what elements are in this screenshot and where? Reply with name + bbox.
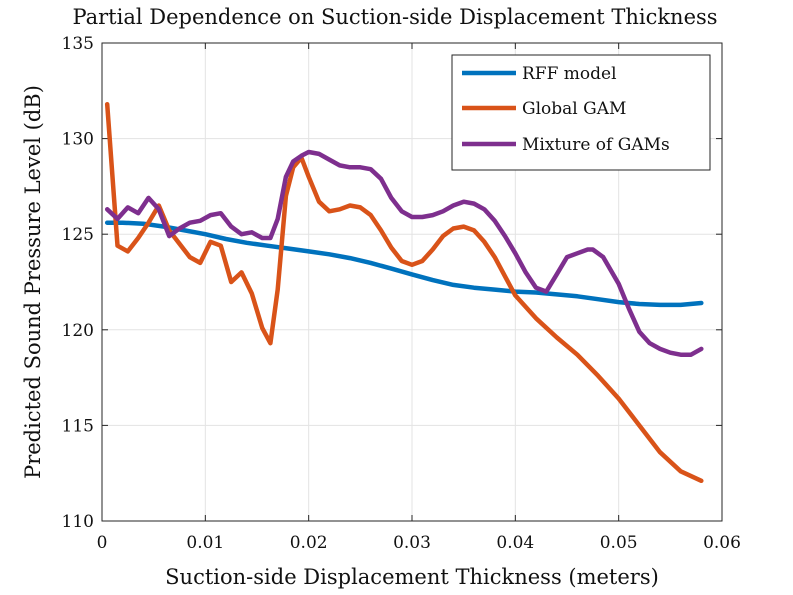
legend: RFF model Global GAM Mixture of GAMs — [451, 54, 711, 171]
y-tick-label: 125 — [62, 225, 94, 245]
y-tick-label: 115 — [62, 416, 94, 436]
y-tick-label: 120 — [62, 321, 94, 341]
x-tick-label: 0 — [97, 533, 108, 553]
legend-label-global-gam: Global GAM — [522, 99, 626, 119]
y-tick-label: 130 — [62, 130, 94, 150]
legend-label-mixture-of-gams: Mixture of GAMs — [522, 135, 670, 155]
x-tick-label: 0.04 — [496, 533, 534, 553]
x-tick-label: 0.01 — [186, 533, 224, 553]
legend-label-rff-model: RFF model — [522, 64, 617, 84]
x-axis-label: Suction-side Displacement Thickness (met… — [165, 565, 659, 589]
series-line-mixture-of-gams — [104, 149, 704, 357]
x-tick-label: 0.02 — [290, 533, 328, 553]
series-line-global-gam — [104, 101, 704, 484]
y-axis-label: Predicted Sound Pressure Level (dB) — [21, 85, 45, 479]
chart-title: Partial Dependence on Suction-side Displ… — [72, 5, 717, 29]
axis-ticks: 0 0.01 0.02 0.03 0.04 0.05 0.06 110 115 120 125 130… — [62, 34, 741, 553]
x-tick-label: 0.03 — [393, 533, 431, 553]
series-line-rff-model — [104, 220, 704, 308]
y-tick-label: 110 — [62, 512, 94, 532]
x-tick-label: 0.06 — [703, 533, 741, 553]
x-tick-label: 0.05 — [600, 533, 638, 553]
series-group — [104, 101, 704, 484]
y-tick-label: 135 — [62, 34, 94, 54]
